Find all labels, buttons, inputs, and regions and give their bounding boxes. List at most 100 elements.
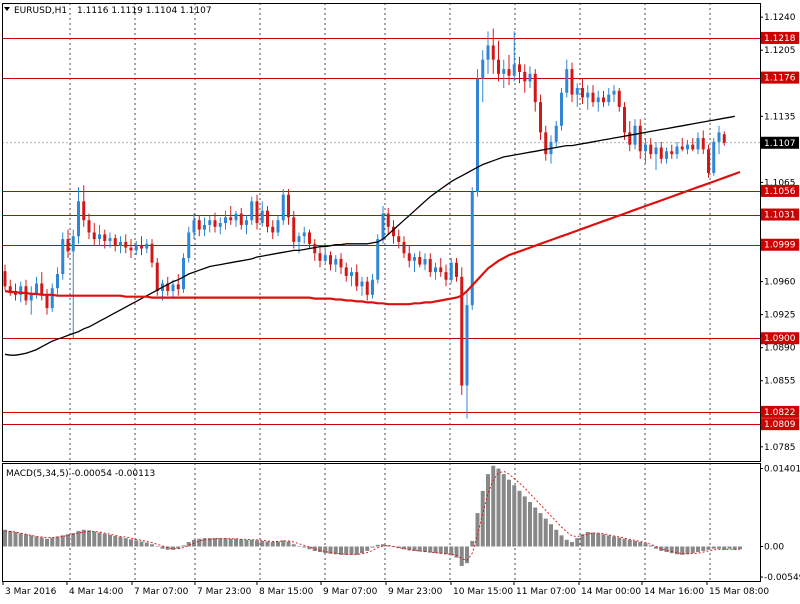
macd-bar: [533, 507, 538, 547]
candle: [192, 213, 196, 240]
candle: [239, 207, 243, 230]
y-tick-label: 1.0925: [764, 311, 796, 321]
macd-bar: [417, 546, 422, 552]
candle: [187, 226, 191, 263]
candle: [586, 85, 590, 110]
macd-bar: [627, 539, 632, 547]
svg-text:1.1031: 1.1031: [764, 211, 796, 221]
candle: [308, 229, 311, 249]
macd-bar: [486, 474, 490, 547]
candle: [208, 215, 212, 233]
macd-bar: [696, 546, 700, 553]
macd-bar: [270, 542, 275, 547]
macd-bar: [76, 530, 81, 547]
candle: [266, 206, 269, 233]
candle: [229, 206, 233, 225]
macd-bar: [349, 546, 354, 555]
macd-bar: [375, 544, 380, 547]
candle: [638, 119, 642, 159]
collapse-triangle-icon[interactable]: [4, 7, 10, 11]
x-tick-label: 11 Mar 07:00: [516, 587, 576, 597]
candle: [449, 257, 453, 284]
macd-bar: [580, 534, 585, 547]
macd-bar: [638, 542, 643, 547]
candle: [712, 138, 716, 176]
macd-bar: [402, 546, 406, 550]
macd-bar: [549, 524, 553, 547]
macd-bar: [370, 546, 375, 548]
macd-bar: [97, 532, 102, 547]
candle: [502, 59, 506, 88]
macd-bar: [554, 529, 559, 547]
candle: [612, 85, 616, 103]
candle: [66, 229, 70, 258]
macd-bar: [134, 540, 139, 547]
macd-bar: [685, 546, 690, 555]
candle: [570, 62, 574, 103]
macd-bar: [255, 540, 259, 547]
candle: [213, 212, 217, 233]
macd-bar: [711, 546, 716, 549]
svg-text:1.0822: 1.0822: [764, 408, 796, 418]
macd-bar: [24, 534, 28, 547]
svg-text:1.1176: 1.1176: [764, 74, 796, 84]
candle: [481, 50, 485, 103]
candle: [623, 102, 626, 140]
svg-text:1.0809: 1.0809: [764, 420, 796, 430]
candle: [418, 251, 422, 268]
macd-bar: [312, 546, 317, 551]
grid: [2, 3, 760, 581]
level-price-tag: 1.0999: [761, 238, 799, 251]
level-price-tag: 1.1031: [761, 208, 799, 221]
candle: [507, 54, 511, 86]
macd-bar: [218, 538, 223, 547]
macd-bar: [454, 546, 459, 558]
level-price-tag: 1.0900: [761, 332, 799, 345]
macd-label: MACD(5,34,5) -0.00054 -0.00113: [6, 469, 155, 479]
macd-bar: [55, 536, 60, 547]
y-tick-label: 1.0890: [764, 344, 796, 354]
candle: [129, 239, 133, 258]
level-price-tag: 1.1176: [761, 71, 799, 84]
candle: [224, 210, 227, 230]
candle: [722, 131, 726, 146]
candle: [434, 262, 437, 280]
svg-text:1.1107: 1.1107: [764, 139, 796, 149]
macd-bar: [249, 539, 254, 547]
candle: [124, 234, 128, 254]
candle: [423, 253, 427, 271]
macd-bar: [307, 546, 312, 550]
x-tick-label: 10 Mar 15:00: [453, 587, 513, 597]
candle: [670, 144, 674, 159]
candle: [323, 248, 327, 265]
macd-bar: [155, 546, 160, 547]
macd-bar: [407, 546, 412, 551]
macd-bar: [680, 546, 685, 555]
symbol-label: EURUSD,H1: [14, 6, 67, 16]
candle: [696, 132, 700, 155]
candle: [287, 189, 290, 225]
macd-bar: [207, 538, 212, 547]
candle: [581, 78, 584, 105]
macd-bar: [633, 540, 637, 547]
macd-bar: [727, 546, 732, 549]
candle: [544, 125, 548, 161]
macd-bar: [3, 529, 7, 547]
macd-bar: [491, 465, 496, 547]
x-tick-label: 9 Mar 23:00: [388, 587, 443, 597]
candle: [402, 236, 406, 258]
macd-y-tick-label: 0.01401: [764, 465, 800, 475]
macd-bar: [281, 540, 286, 547]
candle: [665, 147, 668, 164]
macd-y-tick-label: -0.00549: [764, 573, 800, 583]
candle: [607, 87, 611, 106]
macd-bar: [423, 546, 427, 553]
macd-bar: [706, 546, 711, 550]
candle: [528, 66, 532, 88]
macd-bar: [50, 537, 55, 547]
candle: [596, 90, 600, 112]
macd-bar: [601, 534, 606, 547]
candle: [145, 239, 149, 254]
